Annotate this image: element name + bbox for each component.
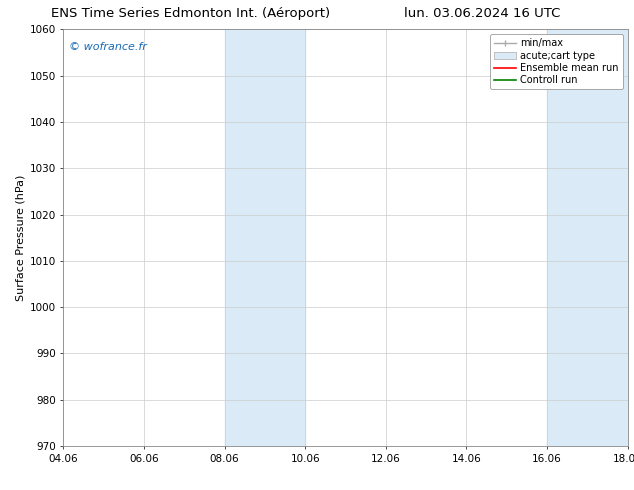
Text: ENS Time Series Edmonton Int. (Aéroport): ENS Time Series Edmonton Int. (Aéroport) xyxy=(51,7,330,21)
Bar xyxy=(224,29,305,446)
Legend: min/max, acute;cart type, Ensemble mean run, Controll run: min/max, acute;cart type, Ensemble mean … xyxy=(490,34,623,89)
Y-axis label: Surface Pressure (hPa): Surface Pressure (hPa) xyxy=(15,174,25,301)
Text: lun. 03.06.2024 16 UTC: lun. 03.06.2024 16 UTC xyxy=(404,7,560,21)
Text: © wofrance.fr: © wofrance.fr xyxy=(69,42,147,52)
Bar xyxy=(547,29,628,446)
